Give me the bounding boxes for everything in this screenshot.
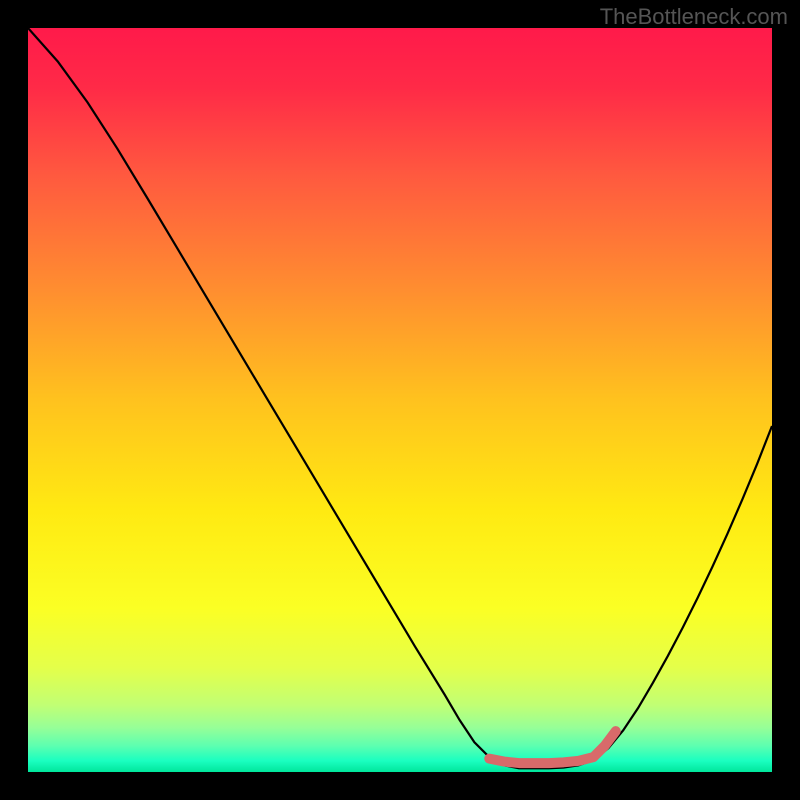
plot-area <box>28 28 772 772</box>
plot-svg <box>28 28 772 772</box>
plot-background <box>28 28 772 772</box>
watermark-label: TheBottleneck.com <box>600 4 788 30</box>
chart-frame: TheBottleneck.com <box>0 0 800 800</box>
